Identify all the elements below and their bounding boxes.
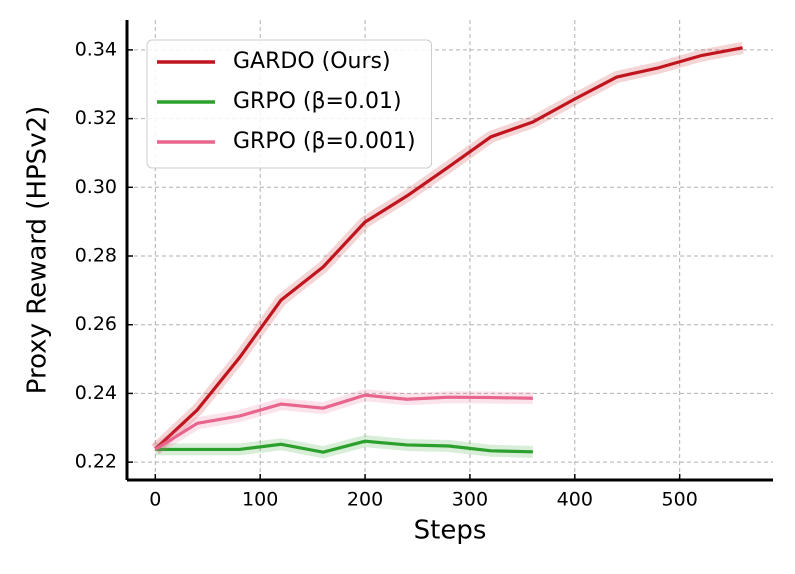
series-line: [155, 439, 533, 454]
legend-label: GRPO (β=0.001): [233, 129, 416, 154]
x-tick-label: 0: [149, 489, 161, 511]
legend-box: [146, 39, 433, 169]
x-axis-label: Steps: [414, 516, 487, 546]
y-tick-label: 0.34: [75, 38, 117, 60]
y-tick-label: 0.28: [75, 245, 117, 267]
legend: GARDO (Ours) GRPO (β=0.01) GRPO (β=0.001): [146, 39, 433, 169]
series-line: [154, 46, 743, 451]
y-tick-label: 0.26: [75, 313, 117, 335]
y-tick-label: 0.30: [75, 176, 117, 198]
y-tick-label: 0.24: [75, 382, 117, 404]
x-tick-label: 300: [452, 489, 488, 511]
x-tick-label: 100: [242, 489, 278, 511]
x-tick-label: 400: [557, 489, 593, 511]
legend-label: GARDO (Ours): [233, 49, 391, 74]
series-line: [154, 393, 533, 451]
legend-label: GRPO (β=0.01): [233, 89, 402, 114]
y-axis-label: Proxy Reward (HPSv2): [23, 106, 53, 395]
y-tick-label: 0.32: [75, 107, 117, 129]
x-tick-label: 500: [662, 489, 698, 511]
y-tick-label: 0.22: [75, 451, 117, 473]
x-tick-label: 200: [347, 489, 383, 511]
